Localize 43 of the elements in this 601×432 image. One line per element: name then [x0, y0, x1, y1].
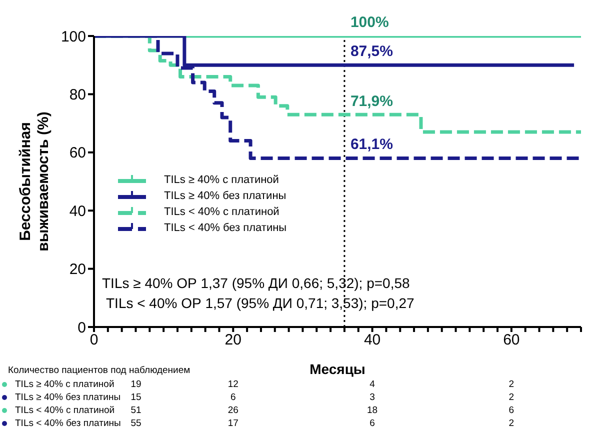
text: 2 — [508, 379, 516, 390]
annotation: 61,1% — [350, 136, 393, 154]
annotation: 87,5% — [350, 43, 393, 60]
y-tick-label: 80 — [69, 86, 86, 104]
text: Количество пациентов под наблюдением — [8, 365, 190, 376]
y-tick-label: 0 — [78, 319, 86, 336]
x-tick-label: 0 — [90, 332, 98, 349]
legend-label: TILs ≥ 40% без платины — [164, 190, 286, 202]
y-tick-label: 20 — [69, 261, 86, 278]
text: 2 — [508, 418, 516, 429]
text: 26 — [226, 405, 240, 416]
y-axis-title: Бессобытийная выживаемость (%) — [17, 112, 52, 252]
text: 18 — [366, 405, 379, 416]
x-tick-label: 40 — [364, 332, 381, 349]
text: 19 — [130, 379, 142, 390]
y-tick-label: 60 — [69, 144, 86, 162]
x-tick-label: 20 — [224, 332, 242, 349]
text: TILs < 40% с платиной — [15, 405, 115, 416]
text: TILs < 40% без платины — [15, 418, 121, 429]
text: 17 — [226, 418, 240, 429]
x-axis-title: Месяцы — [308, 361, 366, 377]
text: 55 — [130, 418, 142, 429]
y-tick-label: 40 — [69, 202, 86, 220]
text: 100% — [350, 14, 389, 31]
annotation: 71,9% — [350, 92, 393, 110]
text: 2 — [508, 392, 516, 403]
text: 6 — [368, 418, 376, 429]
x-tick-label: 60 — [503, 332, 520, 349]
text: TILs ≥ 40% с платиной — [15, 379, 114, 390]
y-tick-label: 100 — [60, 28, 86, 46]
text: 6 — [508, 405, 516, 416]
text: TILs ≥ 40% без платины — [15, 392, 121, 403]
legend-label: TILs < 40% без платины — [164, 222, 287, 234]
text: 3 — [368, 392, 376, 403]
legend-label: TILs < 40% с платиной — [164, 206, 280, 218]
text: 51 — [130, 405, 142, 416]
annotation: TILs ≥ 40% OР 1,37 (95% ДИ 0,66; 5,32); p=0,58 — [102, 275, 410, 291]
text: 6 — [229, 392, 237, 403]
text: 4 — [368, 379, 376, 390]
annotation: TILs < 40% OР 1,57 (95% ДИ 0,71; 3,53); p=0,27 — [106, 295, 414, 311]
text: 15 — [130, 392, 142, 403]
legend-label: TILs ≥ 40% с платиной — [164, 174, 279, 186]
text: 12 — [226, 379, 240, 390]
